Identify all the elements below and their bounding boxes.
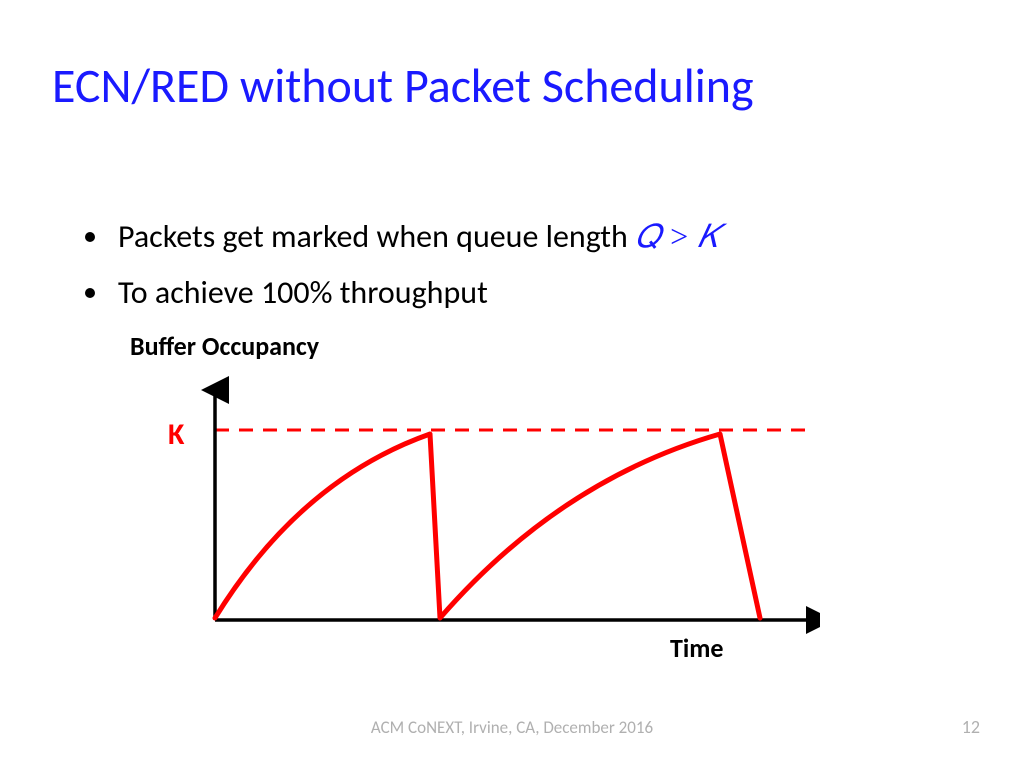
page-number: 12 [962,716,980,738]
y-axis-label: Buffer Occupancy [130,330,319,362]
bullet1-math: 𝑄 > 𝐾 [635,218,719,254]
footer-text: ACM CoNEXT, Irvine, CA, December 2016 [0,717,1024,738]
chart-svg [120,360,820,650]
bullet-item-2: To achieve 100% throughput [112,268,719,318]
bullet-list: Packets get marked when queue length 𝑄 >… [72,212,719,323]
bullet-item-1: Packets get marked when queue length 𝑄 >… [112,212,719,262]
bullet1-text: Packets get marked when queue length [118,217,635,256]
buffer-occupancy-chart: Buffer Occupancy K Time [120,330,880,690]
slide-title: ECN/RED without Packet Scheduling [52,56,754,115]
occupancy-curve [215,434,760,618]
